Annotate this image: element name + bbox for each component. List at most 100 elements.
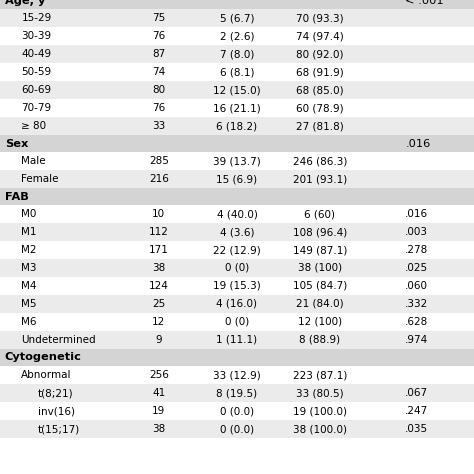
Text: Male: Male <box>21 156 46 166</box>
Text: .974: .974 <box>405 335 428 345</box>
Text: 4 (40.0): 4 (40.0) <box>217 209 257 219</box>
Text: M6: M6 <box>21 317 37 327</box>
Text: 40-49: 40-49 <box>21 49 52 59</box>
Bar <box>0 277 474 295</box>
Text: t(15;17): t(15;17) <box>38 424 80 434</box>
Text: 4 (3.6): 4 (3.6) <box>220 227 254 237</box>
Text: 39 (13.7): 39 (13.7) <box>213 156 261 166</box>
Text: .016: .016 <box>405 209 428 219</box>
Bar <box>0 170 474 188</box>
Text: 124: 124 <box>149 281 169 291</box>
Text: 38: 38 <box>152 424 165 434</box>
Text: 5 (6.7): 5 (6.7) <box>220 13 254 23</box>
Bar <box>0 259 474 277</box>
Text: 246 (86.3): 246 (86.3) <box>293 156 347 166</box>
Text: 0 (0.0): 0 (0.0) <box>220 424 254 434</box>
Text: M4: M4 <box>21 281 37 291</box>
Text: 70-79: 70-79 <box>21 103 52 113</box>
Text: 2 (2.6): 2 (2.6) <box>220 31 254 41</box>
Text: FAB: FAB <box>5 191 28 201</box>
Text: 60 (78.9): 60 (78.9) <box>296 103 344 113</box>
Text: 112: 112 <box>149 227 169 237</box>
Bar <box>0 117 474 135</box>
Text: 149 (87.1): 149 (87.1) <box>293 245 347 255</box>
Text: 223 (87.1): 223 (87.1) <box>293 370 347 380</box>
Text: 70 (93.3): 70 (93.3) <box>296 13 344 23</box>
Text: 21 (84.0): 21 (84.0) <box>296 299 344 309</box>
Text: 1 (11.1): 1 (11.1) <box>217 335 257 345</box>
Text: .278: .278 <box>405 245 428 255</box>
Text: .628: .628 <box>405 317 428 327</box>
Text: 108 (96.4): 108 (96.4) <box>293 227 347 237</box>
Text: .060: .060 <box>405 281 428 291</box>
Text: 0 (0): 0 (0) <box>225 317 249 327</box>
Text: 16 (21.1): 16 (21.1) <box>213 103 261 113</box>
Text: 60-69: 60-69 <box>21 85 52 95</box>
Text: .332: .332 <box>405 299 428 309</box>
Bar <box>0 0 474 9</box>
Bar <box>0 223 474 241</box>
Text: M2: M2 <box>21 245 37 255</box>
Text: 33 (12.9): 33 (12.9) <box>213 370 261 380</box>
Text: 19 (100.0): 19 (100.0) <box>293 406 347 416</box>
Text: 27 (81.8): 27 (81.8) <box>296 121 344 131</box>
Text: 8 (88.9): 8 (88.9) <box>300 335 340 345</box>
Text: 80 (92.0): 80 (92.0) <box>296 49 344 59</box>
Text: 171: 171 <box>149 245 169 255</box>
Text: Age, y: Age, y <box>5 0 45 6</box>
Bar <box>0 205 474 223</box>
Text: M5: M5 <box>21 299 37 309</box>
Text: ≥ 80: ≥ 80 <box>21 121 46 131</box>
Text: 7 (8.0): 7 (8.0) <box>220 49 254 59</box>
Text: Abnormal: Abnormal <box>21 370 72 380</box>
Text: 6 (8.1): 6 (8.1) <box>220 67 254 77</box>
Text: 80: 80 <box>152 85 165 95</box>
Text: 76: 76 <box>152 31 165 41</box>
Text: M1: M1 <box>21 227 37 237</box>
Text: 87: 87 <box>152 49 165 59</box>
Text: 41: 41 <box>152 388 165 398</box>
Text: Cytogenetic: Cytogenetic <box>5 353 82 363</box>
Bar <box>0 81 474 99</box>
Text: Sex: Sex <box>5 138 28 148</box>
Text: .025: .025 <box>405 263 428 273</box>
Text: 105 (84.7): 105 (84.7) <box>293 281 347 291</box>
Text: 201 (93.1): 201 (93.1) <box>293 174 347 184</box>
Bar <box>0 402 474 420</box>
Bar <box>0 241 474 259</box>
Bar <box>0 349 474 366</box>
Text: 12 (100): 12 (100) <box>298 317 342 327</box>
Text: 30-39: 30-39 <box>21 31 52 41</box>
Text: 216: 216 <box>149 174 169 184</box>
Text: 0 (0): 0 (0) <box>225 263 249 273</box>
Bar <box>0 152 474 170</box>
Text: 38: 38 <box>152 263 165 273</box>
Bar <box>0 135 474 152</box>
Text: 6 (60): 6 (60) <box>304 209 336 219</box>
Text: 38 (100.0): 38 (100.0) <box>293 424 347 434</box>
Text: M3: M3 <box>21 263 37 273</box>
Text: 15-29: 15-29 <box>21 13 52 23</box>
Bar <box>0 331 474 349</box>
Text: 9: 9 <box>155 335 162 345</box>
Text: 12: 12 <box>152 317 165 327</box>
Text: 256: 256 <box>149 370 169 380</box>
Text: M0: M0 <box>21 209 36 219</box>
Bar <box>0 45 474 63</box>
Text: 33 (80.5): 33 (80.5) <box>296 388 344 398</box>
Text: 74: 74 <box>152 67 165 77</box>
Text: < .001: < .001 <box>405 0 444 6</box>
Text: 38 (100): 38 (100) <box>298 263 342 273</box>
Text: 22 (12.9): 22 (12.9) <box>213 245 261 255</box>
Bar <box>0 99 474 117</box>
Text: 19 (15.3): 19 (15.3) <box>213 281 261 291</box>
Text: 4 (16.0): 4 (16.0) <box>217 299 257 309</box>
Text: 10: 10 <box>152 209 165 219</box>
Bar <box>0 9 474 27</box>
Bar <box>0 27 474 45</box>
Text: 76: 76 <box>152 103 165 113</box>
Text: 12 (15.0): 12 (15.0) <box>213 85 261 95</box>
Text: 68 (85.0): 68 (85.0) <box>296 85 344 95</box>
Bar <box>0 295 474 313</box>
Text: 33: 33 <box>152 121 165 131</box>
